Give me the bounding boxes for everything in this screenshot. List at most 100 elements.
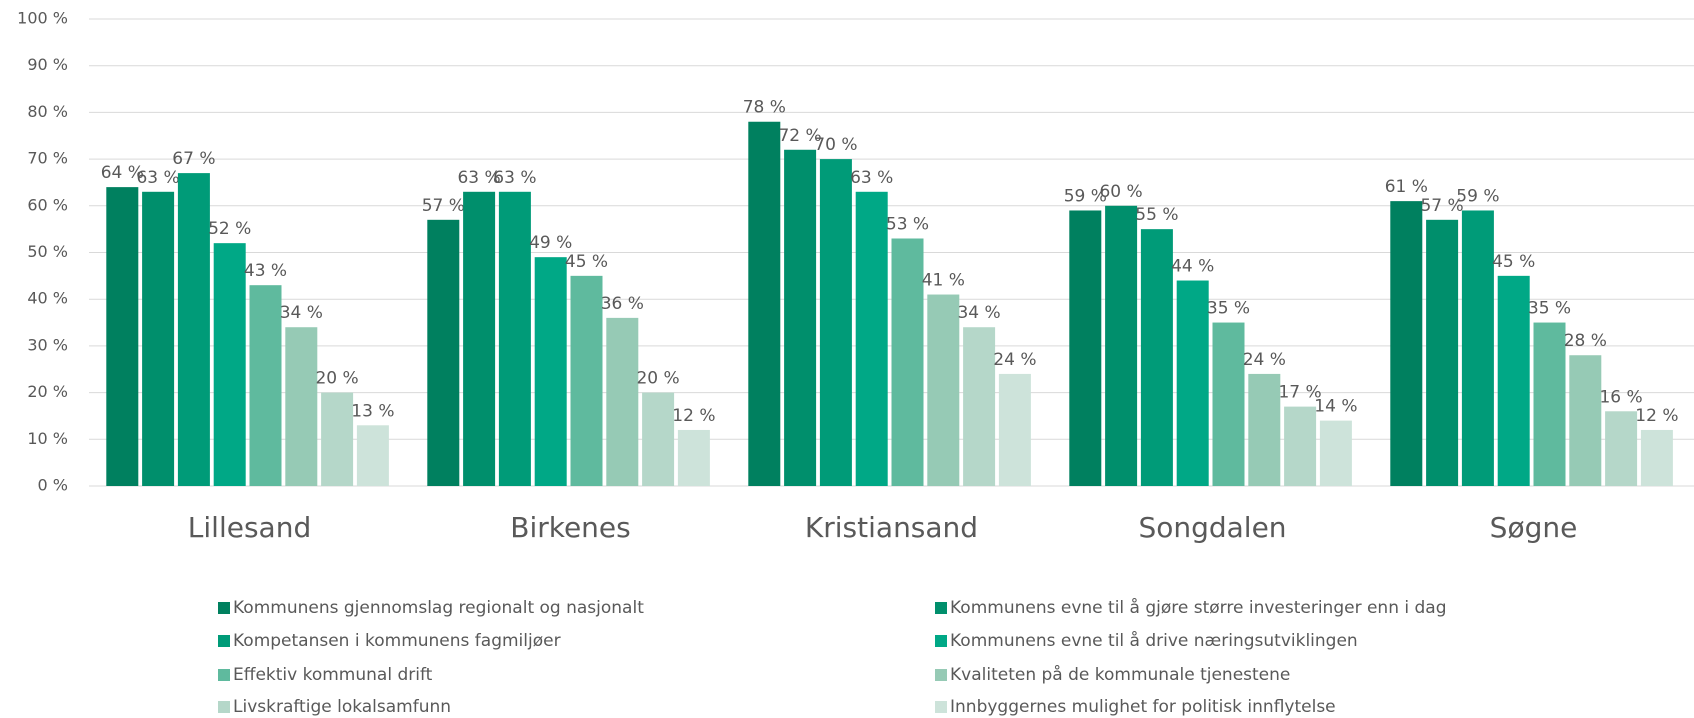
y-tick-label: 80 % <box>27 102 68 121</box>
bar <box>1140 229 1173 486</box>
y-tick-label: 50 % <box>27 242 68 261</box>
bar <box>927 294 960 486</box>
bar <box>249 285 282 486</box>
bar <box>1284 406 1317 486</box>
bar <box>1176 280 1209 486</box>
bar <box>606 317 639 486</box>
y-tick-label: 70 % <box>27 149 68 168</box>
y-tick-label: 40 % <box>27 289 68 308</box>
legend-swatch <box>935 602 947 614</box>
value-label: 60 % <box>1099 182 1142 202</box>
value-label: 34 % <box>280 303 323 323</box>
bar <box>106 187 139 486</box>
bar <box>1319 420 1352 486</box>
bar <box>784 149 817 486</box>
value-label: 63 % <box>136 168 179 188</box>
bar <box>963 327 996 486</box>
bar <box>998 373 1031 486</box>
legend-swatch <box>218 701 230 713</box>
y-tick-label: 90 % <box>27 55 68 74</box>
value-label: 12 % <box>672 406 715 426</box>
value-label: 59 % <box>1064 186 1107 206</box>
value-label: 63 % <box>457 168 500 188</box>
legend-label: Effektiv kommunal drift <box>233 665 433 685</box>
bar <box>677 429 710 486</box>
legend-swatch <box>935 669 947 681</box>
value-label: 34 % <box>957 303 1000 323</box>
legend-swatch <box>218 635 230 647</box>
y-tick-label: 10 % <box>27 429 68 448</box>
bar <box>427 219 460 486</box>
bar <box>891 238 924 486</box>
value-label: 24 % <box>1243 350 1286 370</box>
bar <box>570 275 603 486</box>
value-label: 45 % <box>1492 252 1535 272</box>
y-tick-label: 0 % <box>38 476 68 495</box>
y-tick-label: 100 % <box>17 9 68 28</box>
value-label: 20 % <box>315 369 358 389</box>
legend-label: Livskraftige lokalsamfunn <box>233 697 451 717</box>
y-tick-label: 60 % <box>27 195 68 214</box>
x-tick-label: Birkenes <box>510 511 631 544</box>
value-label: 44 % <box>1171 257 1214 277</box>
bar <box>321 392 354 486</box>
value-label: 24 % <box>993 350 1036 370</box>
bar <box>285 327 318 486</box>
value-label: 59 % <box>1456 186 1499 206</box>
legend-label: Kompetansen i kommunens fagmiljøer <box>233 631 561 651</box>
bar <box>177 173 210 487</box>
value-label: 17 % <box>1278 383 1321 403</box>
value-label: 72 % <box>778 126 821 146</box>
y-tick-label: 20 % <box>27 382 68 401</box>
x-tick-label: Kristiansand <box>805 511 978 544</box>
bar <box>819 159 852 486</box>
value-label: 35 % <box>1207 299 1250 319</box>
legend-swatch <box>218 602 230 614</box>
value-label: 67 % <box>172 149 215 169</box>
value-label: 55 % <box>1135 205 1178 225</box>
value-label: 45 % <box>565 252 608 272</box>
value-label: 63 % <box>850 168 893 188</box>
bar <box>748 121 781 487</box>
legend-label: Kommunens evne til å gjøre større invest… <box>950 597 1447 618</box>
value-label: 49 % <box>529 233 572 253</box>
value-label: 57 % <box>1420 196 1463 216</box>
bar <box>213 243 246 486</box>
legend-swatch <box>935 701 947 713</box>
bar <box>1640 429 1673 486</box>
bar <box>1461 210 1494 486</box>
value-label: 20 % <box>636 369 679 389</box>
bar <box>642 392 675 486</box>
legend-swatch <box>218 669 230 681</box>
bar <box>1248 373 1281 486</box>
bar <box>1069 210 1102 486</box>
value-label: 35 % <box>1528 299 1571 319</box>
bar <box>1497 275 1530 486</box>
x-tick-label: Søgne <box>1490 511 1578 544</box>
x-tick-label: Lillesand <box>188 511 311 544</box>
value-label: 78 % <box>743 98 786 118</box>
value-label: 12 % <box>1635 406 1678 426</box>
value-label: 14 % <box>1314 397 1357 417</box>
value-label: 43 % <box>244 261 287 281</box>
value-label: 28 % <box>1564 331 1607 351</box>
value-label: 57 % <box>422 196 465 216</box>
bar <box>1533 322 1566 486</box>
bar <box>1426 219 1459 486</box>
bar <box>1105 205 1138 487</box>
bar <box>1390 201 1423 486</box>
bar <box>463 191 496 487</box>
legend-label: Kommunens evne til å drive næringsutvikl… <box>950 630 1358 651</box>
legend-label: Innbyggernes mulighet for politisk innfl… <box>950 697 1336 717</box>
value-label: 63 % <box>493 168 536 188</box>
value-label: 16 % <box>1599 387 1642 407</box>
value-label: 53 % <box>886 214 929 234</box>
bar <box>142 191 175 487</box>
bar <box>356 425 389 486</box>
bar <box>534 257 567 486</box>
value-label: 36 % <box>601 294 644 314</box>
value-label: 13 % <box>351 401 394 421</box>
y-tick-label: 30 % <box>27 335 68 354</box>
value-label: 70 % <box>814 135 857 155</box>
value-label: 52 % <box>208 219 251 239</box>
